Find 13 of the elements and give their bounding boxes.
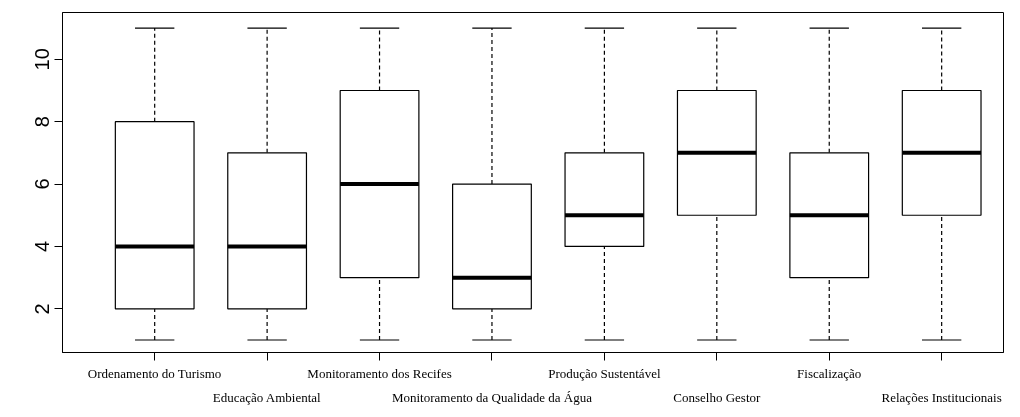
x-tick-label: Fiscalização — [797, 365, 862, 381]
x-tick-label: Educação Ambiental — [212, 389, 322, 405]
y-tick-label: 8 — [31, 116, 54, 128]
y-tick-label: 10 — [31, 48, 54, 71]
x-tick-label: Relações Institucionais — [881, 389, 1002, 405]
x-tick-label: Produção Sustentável — [548, 365, 661, 381]
y-tick-label: 2 — [31, 303, 54, 315]
y-tick-label: 6 — [31, 178, 54, 190]
x-tick-label: Monitoramento da Qualidade da Água — [391, 389, 593, 405]
x-tick-label: Conselho Gestor — [673, 389, 761, 405]
y-tick-label: 4 — [31, 240, 54, 253]
x-tick-label: Ordenamento do Turismo — [87, 365, 222, 381]
x-tick-label: Monitoramento dos Recifes — [307, 365, 452, 381]
